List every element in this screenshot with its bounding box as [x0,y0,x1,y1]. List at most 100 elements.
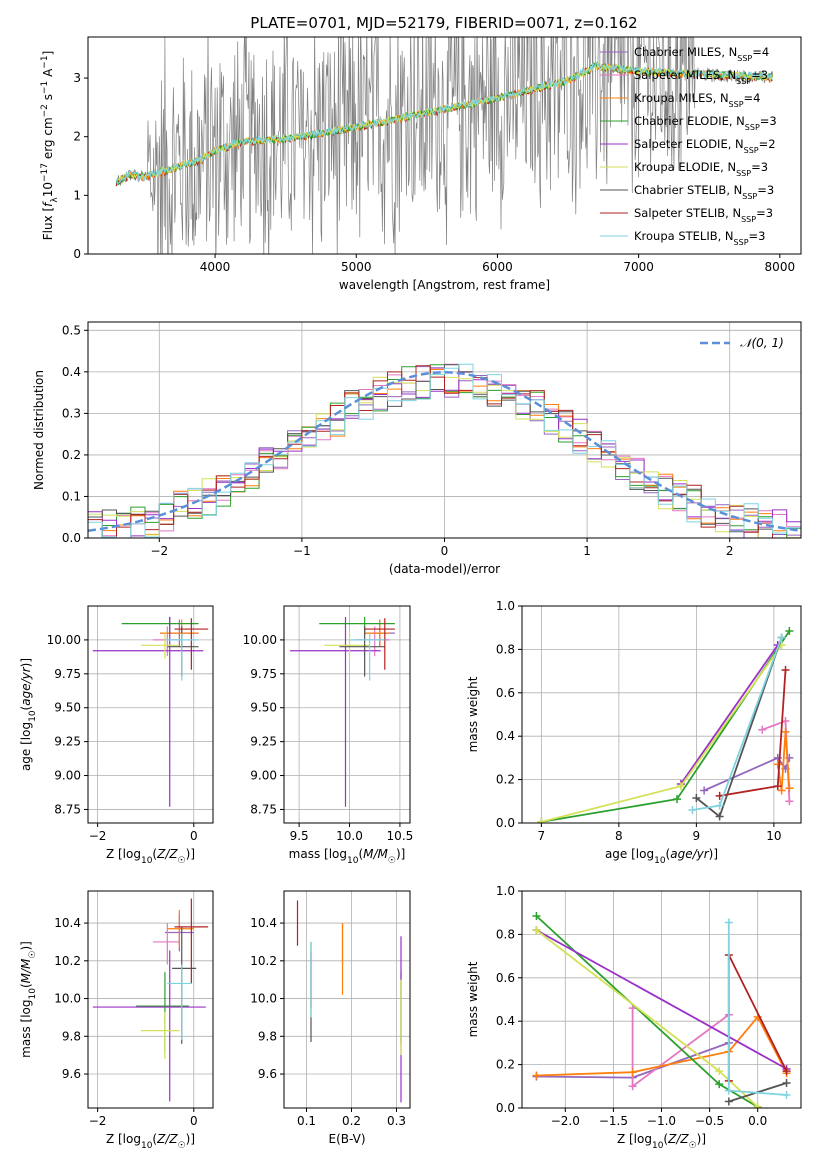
label-part: ☉ [178,856,186,866]
label-part: 10 [141,856,153,866]
y-tick-label: 9.00 [250,769,277,783]
y-tick-label: 0.6 [496,971,515,985]
y-tick-label: 10.0 [250,992,277,1006]
legend-sub: SSP [736,169,751,178]
mass-weight-line [541,630,791,823]
mass-weight-marker [715,1080,724,1089]
label-part: (data-model)/error [389,562,500,576]
mass-weight-marker [692,794,701,803]
y-tick-label: 0.3 [62,406,81,420]
histogram-legend: 𝒩(0, 1) [700,336,784,350]
x-axis-label: age [log10(age/yr)] [605,847,718,866]
panel-mass_weight_vs_Z: −2.0 −1.5 −1.0 −0.5 0.0 0.0 0.2 0.4 0.6 0.8 1.0 Z [… [466,884,802,1151]
y-tick-label: 0 [73,247,81,261]
label-part: wavelength [Angstrom, rest frame] [339,278,550,292]
label-part: ( [663,1132,668,1146]
x-tick-label: 4000 [200,260,231,274]
mass-weight-marker [715,1067,724,1076]
y-tick-label: 0.0 [62,531,81,545]
x-tick-label: 1 [583,544,591,558]
label-part: E(B-V) [328,1132,365,1146]
label-part: ( [666,847,671,861]
axes-frame [87,890,214,1109]
label-part: ( [19,983,33,988]
legend-name: Kroupa ELODIE, N [634,160,736,174]
label-part: Z [log [106,847,141,861]
legend-sub: SSP [741,215,756,224]
y-axis-label: age [log10(age/yr)] [19,658,38,771]
label-part: Normed distribution [32,370,46,490]
spectrum-model-line [115,61,773,184]
label-part: )] [19,658,33,667]
axes-frame [283,890,411,1109]
legend-n: =3 [751,160,768,174]
label-part: λ [50,197,60,203]
y-tick-label: 9.00 [54,769,81,783]
label-part: erg cm [41,117,55,163]
mass-weight-marker [781,666,790,675]
figure-title: PLATE=0701, MJD=52179, FIBERID=0071, z=0… [250,14,637,32]
x-tick-label: 0.0 [748,1114,767,1128]
mass-weight-line [535,929,788,1070]
axes-frame [521,605,802,824]
x-tick-label: 10 [766,829,781,843]
label-part: mass weight [466,676,480,752]
legend-sub: SSP [742,192,757,201]
y-tick-label: 0.4 [496,729,515,743]
label-part: −17 [40,163,50,182]
mass-weight-line [776,731,791,791]
normal-curve-line [88,371,801,532]
mass-weight-marker [715,801,724,810]
plot-area [290,616,395,807]
y-tick-label: 9.75 [250,667,277,681]
x-tick-label: 7 [538,829,546,843]
axes-frame [87,36,802,255]
axes-frame [283,605,411,824]
legend-entry: Salpeter STELIB, NSSP=3 [634,206,773,224]
mass-weight-marker [688,805,697,814]
spectrum-data-line [115,37,774,254]
legend-entry: Kroupa STELIB, NSSP=3 [634,229,765,247]
panel-age_vs_mass: 9.5 10.0 10.5 8.75 9.00 9.25 9.50 9.75 10.00 mass… [243,605,413,866]
x-tick-label: 8 [615,829,623,843]
y-tick-label: 9.8 [62,1029,81,1043]
legend-entry: Salpeter MILES, NSSP=3 [634,68,768,86]
plot-area [88,363,801,538]
mass-weight-marker [532,911,541,920]
label-part: )] [186,847,195,861]
label-part: −1 [40,81,50,94]
y-tick-label: 1.0 [496,599,515,613]
label-part: mass [log [19,1000,33,1058]
mass-weight-marker [785,784,794,793]
x-tick-label: −2 [150,544,168,558]
label-part: age/yr [670,847,709,861]
label-part: ☉ [28,951,38,959]
y-tick-label: 2 [73,130,81,144]
legend-n: =4 [744,91,761,105]
mass-weight-marker [537,817,546,823]
y-tick-label: 0.0 [496,816,515,830]
label-part: )] [186,1132,195,1146]
mass-weight-marker [773,760,782,769]
y-tick-label: 0.8 [496,927,515,941]
x-tick-label: 0.1 [297,1114,316,1128]
x-tick-label: 0 [190,829,198,843]
x-axis-label: Z [log10(Z/Z☉)] [106,847,195,866]
y-tick-label: 9.50 [54,701,81,715]
y-tick-label: 3 [73,71,81,85]
y-tick-label: 8.75 [250,802,277,816]
legend-n: =3 [749,229,766,243]
legend-n: =3 [751,68,768,82]
legend-n: =3 [760,114,777,128]
mass-weight-marker [781,727,790,736]
y-tick-label: 0.4 [62,365,81,379]
label-part: )] [19,941,33,950]
label-part: ( [152,847,157,861]
x-tick-label: 9.5 [290,829,309,843]
x-tick-label: 0 [441,544,449,558]
legend-name: Chabrier STELIB, N [634,183,742,197]
label-part: Z/Z [667,1132,689,1146]
x-axis-label: Z [log10(Z/Z☉)] [617,1132,706,1151]
